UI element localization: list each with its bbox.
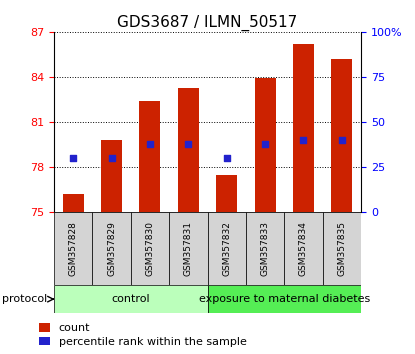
Text: GSM357832: GSM357832 — [222, 221, 231, 276]
Bar — [63, 194, 84, 212]
Point — [108, 155, 115, 161]
Text: exposure to maternal diabetes: exposure to maternal diabetes — [199, 294, 370, 304]
Bar — [101, 140, 122, 212]
Bar — [54, 212, 92, 285]
Bar — [246, 212, 284, 285]
Bar — [323, 212, 361, 285]
Point — [70, 155, 76, 161]
Point — [146, 141, 153, 147]
Point — [300, 137, 307, 143]
Bar — [131, 212, 169, 285]
Text: GSM357835: GSM357835 — [337, 221, 347, 276]
Bar — [208, 285, 361, 313]
Point — [339, 137, 345, 143]
Bar — [293, 44, 314, 212]
Bar — [331, 59, 352, 212]
Point — [223, 155, 230, 161]
Point — [185, 141, 192, 147]
Text: GSM357828: GSM357828 — [68, 221, 78, 276]
Text: GSM357830: GSM357830 — [145, 221, 154, 276]
Bar — [254, 79, 276, 212]
Bar — [169, 212, 208, 285]
Bar — [178, 87, 199, 212]
Point — [262, 141, 269, 147]
Title: GDS3687 / ILMN_50517: GDS3687 / ILMN_50517 — [117, 14, 298, 30]
Bar — [54, 285, 208, 313]
Text: control: control — [111, 294, 150, 304]
Bar — [139, 101, 161, 212]
Text: GSM357831: GSM357831 — [184, 221, 193, 276]
Legend: count, percentile rank within the sample: count, percentile rank within the sample — [39, 323, 247, 347]
Bar — [93, 212, 131, 285]
Text: GSM357833: GSM357833 — [261, 221, 270, 276]
Bar — [284, 212, 323, 285]
Bar — [208, 212, 246, 285]
Text: GSM357834: GSM357834 — [299, 221, 308, 276]
Text: GSM357829: GSM357829 — [107, 221, 116, 276]
Bar — [216, 175, 237, 212]
Text: protocol: protocol — [2, 294, 47, 304]
